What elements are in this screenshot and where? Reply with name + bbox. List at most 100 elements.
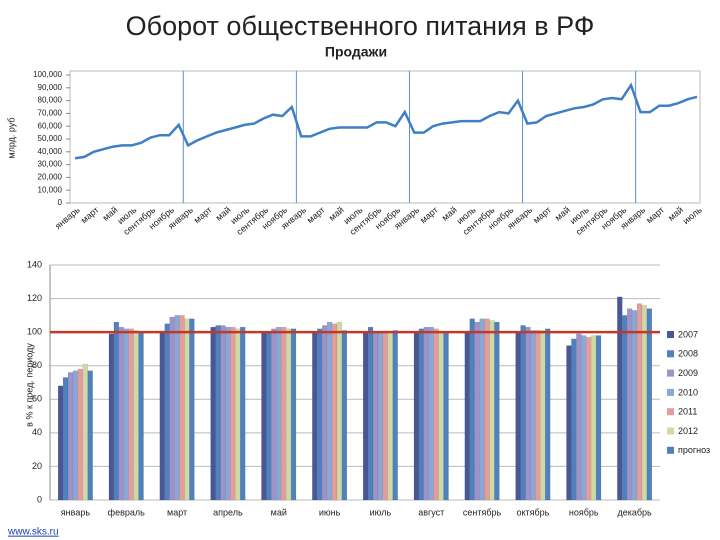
bar: [321, 325, 328, 501]
bar: [413, 331, 420, 501]
y-tick-label: 80: [32, 360, 42, 370]
x-tick-label: январь: [53, 204, 82, 231]
bar: [622, 315, 628, 501]
bar: [240, 326, 246, 501]
bar: [540, 330, 546, 501]
bar: [210, 326, 216, 501]
legend-label: 2007: [678, 329, 698, 339]
bar: [469, 318, 475, 501]
bar: [525, 326, 531, 501]
bar: [464, 331, 470, 501]
bar: [626, 308, 633, 501]
bar: [281, 326, 287, 501]
bar: [617, 296, 623, 501]
bar: [484, 318, 490, 501]
bar: [566, 345, 572, 501]
footer-link[interactable]: www.sks.ru: [7, 527, 59, 538]
y-tick-label: 80,000: [38, 96, 63, 105]
sales-line: [74, 82, 698, 160]
bar: [418, 328, 425, 501]
bar: [159, 331, 165, 501]
bar: [382, 331, 389, 501]
y-tick-label: 140: [27, 259, 42, 269]
bar: [372, 331, 379, 501]
bar: [123, 328, 129, 501]
bar: [331, 323, 338, 501]
y-axis-label: в % к пред. периоду: [24, 343, 34, 427]
bar: [82, 363, 88, 501]
bar: [423, 326, 429, 501]
bar: [62, 377, 69, 501]
bar: [515, 331, 521, 501]
legend-label: прогноз: [678, 445, 710, 455]
bar: [641, 305, 648, 501]
bar: [479, 318, 485, 501]
bar: [290, 328, 297, 501]
y-tick-label: 0: [58, 198, 63, 207]
y-tick-label: 60: [32, 394, 42, 404]
legend-swatch: [667, 408, 674, 416]
bar: [57, 385, 64, 501]
x-tick-label: апрель: [213, 507, 243, 517]
chart-title: Оборот общественного питания в РФ: [126, 11, 595, 41]
y-tick-label: 100: [27, 327, 42, 337]
y-tick-label: 30,000: [38, 160, 63, 169]
y-tick-label: 50,000: [38, 134, 63, 143]
bar: [595, 335, 602, 501]
bar: [443, 331, 449, 501]
chart-subtitle: Продажи: [325, 44, 387, 60]
legend-swatch: [667, 331, 674, 338]
bar: [133, 330, 139, 501]
legend-label: 2011: [678, 407, 697, 417]
bar: [317, 328, 323, 501]
bar: [489, 320, 495, 501]
plot-frame: [69, 70, 701, 204]
bar: [631, 310, 638, 501]
bar: [341, 330, 348, 501]
bar: [367, 326, 374, 501]
bar: [571, 338, 577, 501]
bar: [184, 318, 190, 501]
bar: [189, 318, 195, 501]
x-tick-label: июнь: [319, 507, 341, 517]
x-tick-label: март: [418, 205, 440, 226]
y-tick-label: 40,000: [38, 147, 63, 156]
bar: [225, 326, 231, 501]
y-tick-label: 90,000: [38, 83, 63, 92]
bar: [220, 325, 226, 501]
y-tick-label: 120: [27, 293, 42, 303]
bar: [77, 368, 84, 501]
bar: [87, 370, 93, 501]
bar: [535, 330, 541, 501]
bar: [113, 321, 120, 501]
y-tick-label: 70,000: [38, 109, 63, 118]
x-tick-label: март: [192, 205, 214, 226]
y-tick-label: 20: [32, 461, 42, 471]
bar: [276, 326, 282, 501]
bar: [179, 315, 185, 501]
bar: [108, 333, 115, 501]
bar: [438, 331, 444, 501]
x-tick-label: ноябрь: [569, 507, 599, 517]
bar: [362, 331, 369, 501]
x-tick-label: декабрь: [617, 507, 652, 517]
bar: [586, 336, 592, 501]
bar: [494, 321, 500, 501]
x-tick-label: октябрь: [516, 507, 549, 517]
y-tick-label: 100,000: [33, 70, 62, 79]
x-tick-label: март: [305, 205, 327, 226]
legend-swatch: [667, 427, 674, 435]
y-tick-label: 40: [32, 427, 42, 437]
x-tick-label: март: [644, 205, 666, 226]
legend-swatch: [667, 388, 674, 396]
bar: [174, 315, 180, 501]
x-tick-label: июль: [681, 204, 704, 226]
bar: [474, 321, 480, 501]
bar: [581, 335, 587, 501]
legend-label: 2009: [678, 368, 698, 378]
bar: [118, 326, 124, 501]
x-tick-label: март: [531, 205, 553, 226]
bar: [128, 328, 134, 501]
legend-label: 2012: [678, 426, 698, 436]
